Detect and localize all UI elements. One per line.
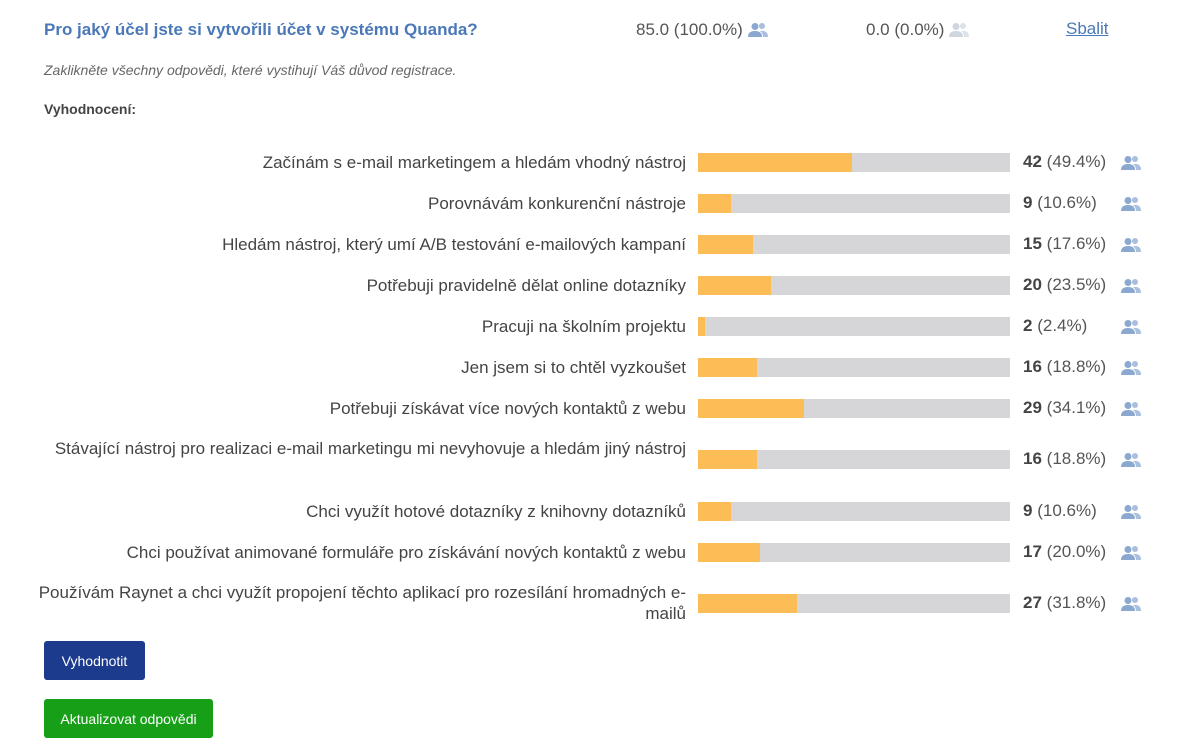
answer-percent: (20.0%) (1046, 542, 1107, 561)
answer-bar (698, 502, 1010, 521)
answer-count-value: 42 (1023, 152, 1042, 171)
question-header: Pro jaký účel jste si vytvořili účet v s… (44, 16, 1144, 44)
question-title: Pro jaký účel jste si vytvořili účet v s… (44, 20, 478, 39)
answer-bar-fill (698, 276, 772, 295)
answer-percent: (31.8%) (1046, 593, 1107, 612)
answer-label: Chci používat animované formuláře pro zí… (126, 543, 686, 562)
answer-label: Pracuji na školním projektu (481, 317, 686, 336)
users-icon (1121, 320, 1141, 334)
answer-count-value: 9 (1023, 193, 1033, 212)
answer-bar-fill (698, 194, 732, 213)
users-icon (1121, 361, 1141, 375)
users-icon (1121, 505, 1141, 519)
answer-bar (698, 358, 1010, 377)
answer-count-value: 20 (1023, 275, 1042, 294)
answer-percent: (23.5%) (1046, 275, 1107, 294)
answer-count: 9 (10.6%) (1023, 193, 1097, 213)
answer-percent: (18.8%) (1046, 357, 1107, 376)
answer-label: Používám Raynet a chci využít propojení … (38, 583, 686, 623)
answer-bar (698, 399, 1010, 418)
answer-bar-fill (698, 358, 757, 377)
answer-bar (698, 594, 1010, 613)
responded-value: 85.0 (100.0%) (636, 20, 743, 39)
answer-count: 16 (18.8%) (1023, 449, 1106, 469)
answer-percent: (10.6%) (1037, 501, 1097, 520)
answer-label: Potřebuji získávat více nových kontaktů … (329, 399, 686, 418)
answer-percent: (10.6%) (1037, 193, 1097, 212)
not-responded-value: 0.0 (0.0%) (866, 20, 945, 39)
answer-bar (698, 153, 1010, 172)
answer-label: Hledám nástroj, který umí A/B testování … (222, 235, 686, 254)
users-inactive-icon (949, 23, 970, 37)
answer-count-value: 17 (1023, 542, 1042, 561)
update-answers-button[interactable]: Aktualizovat odpovědi (44, 699, 213, 738)
answer-count-value: 27 (1023, 593, 1042, 612)
question-hint: Zaklikněte všechny odpovědi, které vysti… (44, 62, 457, 78)
evaluate-button[interactable]: Vyhodnotit (44, 641, 145, 680)
users-icon (1121, 597, 1141, 611)
answer-label: Začínám s e-mail marketingem a hledám vh… (262, 153, 686, 172)
answer-percent: (2.4%) (1037, 316, 1088, 335)
answer-bar-fill (698, 543, 761, 562)
answer-bar-fill (698, 399, 805, 418)
answer-bar-fill (698, 502, 732, 521)
users-icon (1121, 156, 1141, 170)
answer-percent: (18.8%) (1046, 449, 1107, 468)
answer-bar-fill (698, 317, 706, 336)
answer-count-value: 16 (1023, 449, 1042, 468)
answer-bar-fill (698, 450, 757, 469)
answer-bar (698, 235, 1010, 254)
answer-count: 16 (18.8%) (1023, 357, 1106, 377)
answer-count: 15 (17.6%) (1023, 234, 1106, 254)
users-icon (747, 23, 768, 37)
users-icon (1121, 197, 1141, 211)
answer-count: 27 (31.8%) (1023, 593, 1106, 613)
answer-count: 9 (10.6%) (1023, 501, 1097, 521)
collapse-link[interactable]: Sbalit (1066, 19, 1109, 38)
answer-count-value: 2 (1023, 316, 1033, 335)
answer-bar (698, 317, 1010, 336)
answer-count-value: 29 (1023, 398, 1042, 417)
answer-count-value: 15 (1023, 234, 1042, 253)
users-icon (1121, 546, 1141, 560)
answer-count: 42 (49.4%) (1023, 152, 1106, 172)
answer-label: Stávající nástroj pro realizaci e-mail m… (54, 439, 686, 458)
answer-bar-fill (698, 153, 853, 172)
answer-percent: (49.4%) (1046, 152, 1107, 171)
answer-bar (698, 276, 1010, 295)
answer-bar (698, 450, 1010, 469)
evaluation-heading: Vyhodnocení: (44, 101, 137, 117)
answer-bar-fill (698, 235, 753, 254)
responded-count: 85.0 (100.0%) (636, 20, 768, 40)
answer-count: 2 (2.4%) (1023, 316, 1087, 336)
users-icon (1121, 453, 1141, 467)
answer-bar-fill (698, 594, 798, 613)
answer-bar (698, 543, 1010, 562)
answer-percent: (17.6%) (1046, 234, 1107, 253)
answer-percent: (34.1%) (1046, 398, 1107, 417)
users-icon (1121, 279, 1141, 293)
users-icon (1121, 402, 1141, 416)
answer-count: 17 (20.0%) (1023, 542, 1106, 562)
answer-count: 20 (23.5%) (1023, 275, 1106, 295)
users-icon (1121, 238, 1141, 252)
answer-count-value: 9 (1023, 501, 1033, 520)
answer-label: Jen jsem si to chtěl vyzkoušet (461, 358, 686, 377)
answer-label: Chci využít hotové dotazníky z knihovny … (306, 502, 686, 521)
answer-count-value: 16 (1023, 357, 1042, 376)
answer-label: Porovnávám konkurenční nástroje (428, 194, 686, 213)
answer-label: Potřebuji pravidelně dělat online dotazn… (366, 276, 686, 295)
not-responded-count: 0.0 (0.0%) (866, 20, 970, 40)
answer-count: 29 (34.1%) (1023, 398, 1106, 418)
answer-bar (698, 194, 1010, 213)
